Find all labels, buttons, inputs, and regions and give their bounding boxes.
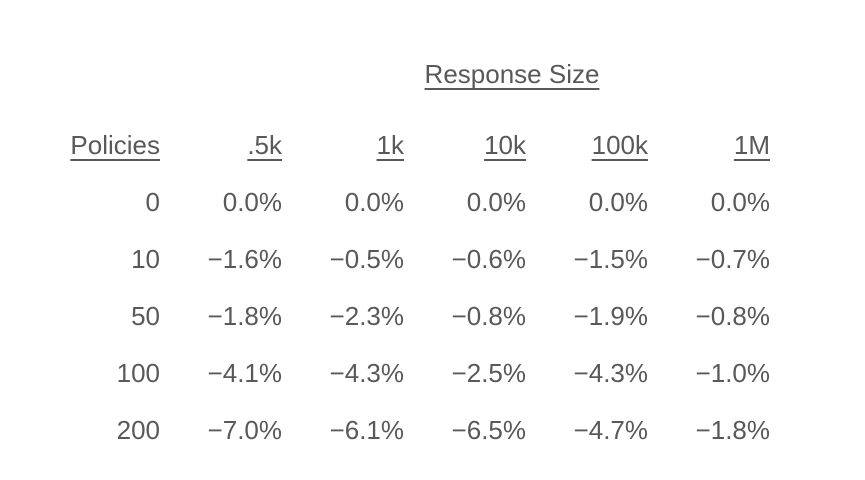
table-row: 50 −1.8% −2.3% −0.8% −1.9% −0.8%	[40, 288, 770, 345]
policy-label: 100	[116, 358, 160, 388]
col-header-10k: 10k	[484, 130, 526, 160]
table-cell: −2.3%	[329, 301, 404, 331]
table-cell: −1.8%	[695, 415, 770, 445]
table-row: 10 −1.6% −0.5% −0.6% −1.5% −0.7%	[40, 231, 770, 288]
table-cell: −1.0%	[695, 358, 770, 388]
col-header-100k: 100k	[591, 130, 648, 160]
table-cell: −1.8%	[207, 301, 282, 331]
policy-label: 10	[131, 244, 160, 274]
table-row: 100 −4.1% −4.3% −2.5% −4.3% −1.0%	[40, 345, 770, 402]
table-title: Response Size	[424, 59, 600, 89]
table-cell: −6.5%	[451, 415, 526, 445]
table-cell: −1.5%	[573, 244, 648, 274]
response-size-table: Policies .5k 1k 10k 100k 1M 0 0.0% 0.0% …	[40, 117, 770, 459]
table-cell: −0.6%	[451, 244, 526, 274]
col-header-05k: .5k	[247, 130, 282, 160]
table-cell: 0.0%	[588, 187, 648, 217]
table-cell: −4.3%	[573, 358, 648, 388]
table-cell: −4.7%	[573, 415, 648, 445]
table-cell: −0.8%	[695, 301, 770, 331]
policy-label: 0	[145, 187, 160, 217]
col-header-1M: 1M	[733, 130, 770, 160]
col-header-1k: 1k	[376, 130, 404, 160]
table-cell: 0.0%	[222, 187, 282, 217]
table-cell: 0.0%	[466, 187, 526, 217]
table-cell: −0.7%	[695, 244, 770, 274]
table-cell: −6.1%	[329, 415, 404, 445]
table-cell: 0.0%	[710, 187, 770, 217]
table-cell: −4.3%	[329, 358, 404, 388]
table-cell: −0.5%	[329, 244, 404, 274]
table-cell: −4.1%	[207, 358, 282, 388]
policy-label: 50	[131, 301, 160, 331]
table-cell: −1.9%	[573, 301, 648, 331]
table-row: 0 0.0% 0.0% 0.0% 0.0% 0.0%	[40, 174, 770, 231]
table-cell: −0.8%	[451, 301, 526, 331]
table-cell: −2.5%	[451, 358, 526, 388]
table-cell: −1.6%	[207, 244, 282, 274]
table-row: 200 −7.0% −6.1% −6.5% −4.7% −1.8%	[40, 402, 770, 459]
header-row: Policies .5k 1k 10k 100k 1M	[40, 117, 770, 174]
table-cell: 0.0%	[344, 187, 404, 217]
col-header-policies: Policies	[70, 130, 160, 160]
table-cell: −7.0%	[207, 415, 282, 445]
policy-label: 200	[116, 415, 160, 445]
